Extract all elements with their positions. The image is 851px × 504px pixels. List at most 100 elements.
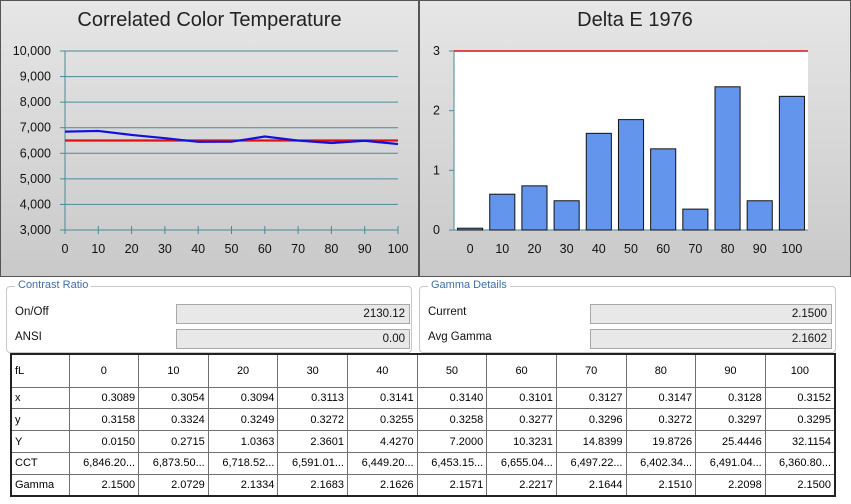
table-cell: 0.2715: [138, 430, 209, 453]
delta-e-xtick-label: 10: [495, 242, 509, 256]
delta-e-bar: [714, 86, 741, 231]
table-header-cell: 30: [277, 353, 348, 388]
table-row: Gamma 2.1500 2.0729 2.1334 2.1683 2.1626 2.157…: [10, 473, 836, 497]
table-cell: 1.0363: [207, 430, 279, 453]
table-cell: 0.3296: [555, 408, 627, 432]
table-row: x 0.3089 0.3054 0.3094 0.3113 0.3141 0.3140 0.3…: [10, 386, 836, 410]
table-cell: 0.3272: [277, 408, 348, 432]
table-cell: 6,449.20...: [347, 451, 418, 475]
table-header-cell: 10: [138, 353, 209, 388]
delta-e-xtick-label: 50: [624, 242, 638, 256]
table-cell: 0.3272: [625, 408, 697, 432]
table-header-cell: 50: [416, 353, 488, 388]
cct-ytick-label: 7,000: [20, 121, 51, 135]
ansi-label: ANSI: [15, 331, 42, 343]
table-cell: 6,360.80...: [764, 451, 836, 475]
delta-e-xtick-label: 40: [592, 242, 606, 256]
table-cell: 0.3094: [207, 386, 279, 410]
contrast-ratio-legend: Contrast Ratio: [15, 279, 92, 291]
cct-xtick-label: 40: [191, 242, 205, 256]
table-row-label: Y: [10, 430, 70, 453]
gamma-details-legend: Gamma Details: [428, 279, 510, 291]
table-cell: 2.1683: [277, 473, 348, 497]
table-row: Y 0.0150 0.2715 1.0363 2.3601 4.4270 7.2000 10.…: [10, 430, 836, 453]
table-cell: 7.2000: [416, 430, 488, 453]
table-row-label: CCT: [10, 451, 70, 475]
delta-e-bar: [553, 200, 580, 231]
current-gamma-label: Current: [428, 306, 467, 318]
table-cell: 14.8399: [555, 430, 627, 453]
table-cell: 0.3277: [486, 408, 557, 432]
delta-e-xtick-label: 80: [721, 242, 735, 256]
measurement-table: fL 0 10 20 30 40 50 60 70 80 90 100 x 0.3089 0.3054 0.3…: [10, 353, 836, 497]
delta-e-xtick-label: 90: [753, 242, 767, 256]
table-header-cell: 20: [207, 353, 279, 388]
cct-ytick-label: 9,000: [20, 70, 51, 84]
table-cell: 2.1510: [625, 473, 697, 497]
table-cell: 6,718.52...: [207, 451, 279, 475]
table-cell: 0.3127: [555, 386, 627, 410]
table-cell: 6,591.01...: [277, 451, 348, 475]
table-header-row: fL 0 10 20 30 40 50 60 70 80 90 100: [10, 353, 836, 388]
table-cell: 2.2098: [695, 473, 766, 497]
table-cell: 6,402.34...: [625, 451, 697, 475]
delta-e-bar: [778, 95, 805, 231]
delta-e-bar: [746, 200, 773, 231]
table-cell: 6,846.20...: [68, 451, 140, 475]
table-cell: 25.4446: [695, 430, 766, 453]
table-cell: 4.4270: [347, 430, 418, 453]
cct-xtick-label: 10: [91, 242, 105, 256]
cct-xtick-label: 80: [324, 242, 338, 256]
delta-e-bar: [585, 132, 612, 231]
table-cell: 0.3295: [764, 408, 836, 432]
table-cell: 0.3158: [68, 408, 140, 432]
table-row-label: Gamma: [10, 473, 70, 497]
table-cell: 6,655.04...: [486, 451, 557, 475]
table-cell: 6,497.22...: [555, 451, 627, 475]
cct-chart: 3,000 4,000 5,000 6,000 7,000 8,000 9,000 10,00…: [13, 44, 409, 256]
table-header-cell: 80: [625, 353, 697, 388]
table-cell: 2.1571: [416, 473, 488, 497]
table-cell: 0.3147: [625, 386, 697, 410]
cct-xtick-label: 100: [388, 242, 409, 256]
table-header-cell: 90: [695, 353, 766, 388]
table-cell: 19.8726: [625, 430, 697, 453]
table-cell: 6,453.15...: [416, 451, 488, 475]
delta-e-ytick-label: 2: [433, 104, 440, 118]
table-cell: 32.1154: [764, 430, 836, 453]
table-cell: 2.1644: [555, 473, 627, 497]
table-cell: 0.3140: [416, 386, 488, 410]
table-cell: 0.3255: [347, 408, 418, 432]
delta-e-bar: [489, 193, 516, 231]
table-header-fl: fL: [10, 353, 70, 388]
table-cell: 10.3231: [486, 430, 557, 453]
table-header-cell: 70: [555, 353, 627, 388]
table-cell: 2.2217: [486, 473, 557, 497]
cct-ytick-label: 4,000: [20, 197, 51, 211]
table-cell: 0.3297: [695, 408, 766, 432]
table-cell: 2.1334: [207, 473, 279, 497]
on-off-label: On/Off: [15, 306, 49, 318]
delta-e-chart-title: Delta E 1976: [577, 9, 693, 31]
delta-e-xtick-label: 0: [467, 242, 474, 256]
cct-xtick-label: 90: [358, 242, 372, 256]
cct-xtick-label: 30: [158, 242, 172, 256]
table-cell: 0.3054: [138, 386, 209, 410]
cct-xtick-label: 70: [291, 242, 305, 256]
table-row: CCT 6,846.20... 6,873.50... 6,718.52... 6,59…: [10, 451, 836, 475]
delta-e-xtick-label: 70: [688, 242, 702, 256]
table-header-cell: 40: [347, 353, 418, 388]
on-off-value: 2130.12: [176, 304, 410, 324]
delta-e-xtick-label: 30: [560, 242, 574, 256]
contrast-ratio-group: Contrast Ratio On/Off 2130.12 ANSI 0.00: [6, 279, 412, 353]
table-cell: 2.1626: [347, 473, 418, 497]
table-cell: 0.3089: [68, 386, 140, 410]
table-cell: 6,873.50...: [138, 451, 209, 475]
cct-xtick-label: 0: [62, 242, 69, 256]
cct-chart-panel: Correlated Color Temperature 3,000 4,000 5…: [0, 0, 419, 277]
cct-ytick-label: 8,000: [20, 95, 51, 109]
table-header-cell: 60: [486, 353, 557, 388]
cct-xtick-label: 50: [225, 242, 239, 256]
table-cell: 0.3249: [207, 408, 279, 432]
